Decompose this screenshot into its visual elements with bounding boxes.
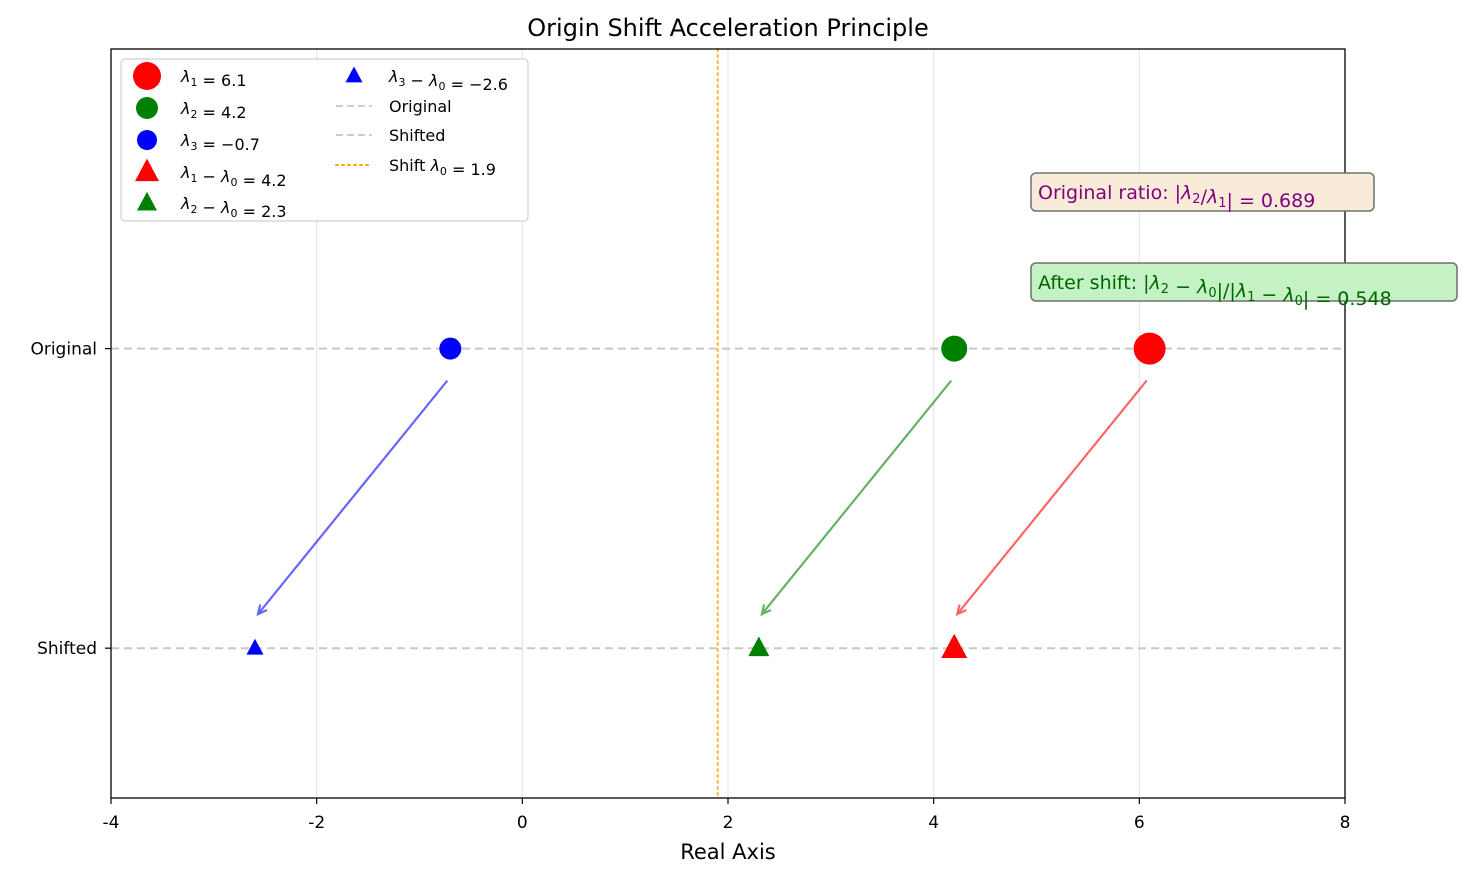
x-axis-ticks: -4 -2 0 2 4 6 8 xyxy=(103,798,1351,833)
legend: λ1 = 6.1 λ2 = 4.2 λ3 = −0.7 λ1 − λ0 = 4.2 λ2… xyxy=(120,58,529,222)
y-axis-ticks: Original Shifted xyxy=(30,340,111,659)
y-tick-label: Shifted xyxy=(37,639,97,659)
legend-label: Original xyxy=(389,97,452,116)
legend-label: λ3 = −0.7 xyxy=(180,131,260,154)
legend-entry: λ2 = 4.2 xyxy=(136,97,247,122)
x-tick-label: 6 xyxy=(1134,813,1145,833)
x-tick-label: -2 xyxy=(308,813,325,833)
legend-triangle-marker xyxy=(345,66,363,83)
legend-label: λ1 = 6.1 xyxy=(180,67,247,90)
shift-arrow-1 xyxy=(955,379,1148,617)
shifted-point-1 xyxy=(941,633,968,659)
annotation-original-ratio: Original ratio: |λ2/λ1| = 0.689 xyxy=(1038,182,1315,212)
legend-circle-marker xyxy=(133,62,161,90)
legend-entry: λ1 = 6.1 xyxy=(133,62,247,90)
legend-circle-marker xyxy=(137,130,157,150)
x-axis-label: Real Axis xyxy=(680,840,776,864)
x-tick-label: 8 xyxy=(1340,813,1351,833)
legend-label: λ2 = 4.2 xyxy=(180,99,247,122)
original-point-1 xyxy=(1133,332,1166,365)
legend-label: λ3 − λ0 = −2.6 xyxy=(388,67,508,94)
legend-circle-marker xyxy=(136,97,158,119)
legend-entry: λ1 − λ0 = 4.2 xyxy=(135,158,287,190)
arrow-head xyxy=(256,604,268,617)
legend-entry: Shifted xyxy=(336,126,445,145)
shifted-point-2 xyxy=(748,636,770,657)
annotations: Original ratio: |λ2/λ1| = 0.689 After shi… xyxy=(1030,172,1458,310)
legend-label: Shift λ0 = 1.9 xyxy=(389,156,496,179)
chart-title: Origin Shift Acceleration Principle xyxy=(527,14,928,42)
arrow-shaft xyxy=(257,379,449,615)
marker-layer xyxy=(246,332,1166,659)
legend-box xyxy=(120,58,529,222)
original-point-2 xyxy=(941,335,968,362)
arrow-head xyxy=(760,604,772,617)
legend-entry: λ2 − λ0 = 2.3 xyxy=(137,191,287,221)
legend-triangle-marker xyxy=(135,158,159,182)
legend-triangle-marker xyxy=(137,191,157,211)
legend-entry: Original xyxy=(336,97,452,116)
arrow-head xyxy=(955,604,967,617)
shifted-point-3 xyxy=(246,638,264,655)
annotation-box-after-shift xyxy=(1030,262,1458,302)
shift-arrow-3 xyxy=(256,379,449,617)
arrow-layer xyxy=(256,379,1148,617)
shift-arrow-2 xyxy=(760,379,953,617)
x-tick-label: 4 xyxy=(928,813,939,833)
x-tick-label: 2 xyxy=(723,813,734,833)
legend-entry: Shift λ0 = 1.9 xyxy=(335,156,496,179)
legend-entry: λ3 − λ0 = −2.6 xyxy=(345,66,508,94)
x-tick-label: 0 xyxy=(517,813,528,833)
legend-label: λ1 − λ0 = 4.2 xyxy=(180,163,287,190)
legend-entry: λ3 = −0.7 xyxy=(137,130,260,154)
y-tick-label: Original xyxy=(30,340,97,360)
arrow-shaft xyxy=(760,379,953,615)
annotation-after-shift-ratio: After shift: |λ2 − λ0|/|λ1 − λ0| = 0.548 xyxy=(1038,272,1392,310)
original-point-3 xyxy=(439,337,462,360)
legend-label: Shifted xyxy=(389,126,445,145)
x-tick-label: -4 xyxy=(103,813,120,833)
annotation-box-original xyxy=(1030,172,1375,212)
legend-label: λ2 − λ0 = 2.3 xyxy=(180,194,287,221)
arrow-shaft xyxy=(956,379,1148,615)
